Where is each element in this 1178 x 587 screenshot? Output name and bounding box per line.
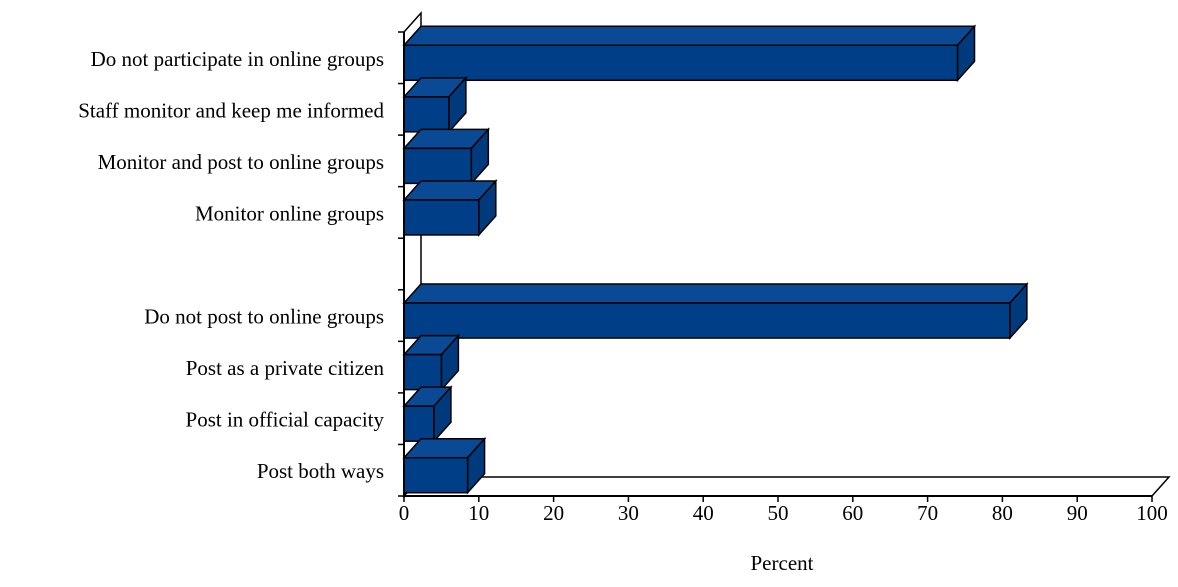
- category-label: Post both ways: [257, 459, 384, 483]
- x-tick-label: 0: [399, 501, 410, 525]
- x-tick-label: 70: [917, 501, 938, 525]
- x-axis-title: Percent: [751, 551, 814, 575]
- bar: [403, 147, 473, 185]
- category-label: Monitor online groups: [195, 201, 384, 225]
- bar: [403, 456, 469, 494]
- bar: [403, 199, 480, 236]
- bar-top: [402, 283, 1029, 304]
- axes: 0 10 20 30 40 50 60 70 80 90 100: [398, 31, 1168, 525]
- bar: [403, 302, 1011, 339]
- x-tick-label: 40: [693, 501, 714, 525]
- x-tick-label: 30: [618, 501, 639, 525]
- bar: [403, 405, 435, 442]
- x-tick-label: 10: [468, 501, 489, 525]
- chart-frame: [402, 11, 1171, 498]
- category-label: Post in official capacity: [186, 408, 385, 432]
- bar: [403, 44, 959, 82]
- category-label: Staff monitor and keep me informed: [78, 98, 384, 122]
- bar: [403, 96, 450, 133]
- x-tick-label: 50: [768, 501, 789, 525]
- x-tick-label: 80: [992, 501, 1013, 525]
- floor: [402, 476, 1171, 497]
- x-tick-label: 90: [1067, 501, 1088, 525]
- x-tick-label: 20: [543, 501, 564, 525]
- category-labels: Do not participate in online groups Staff…: [78, 47, 384, 483]
- category-label: Do not participate in online groups: [91, 47, 384, 71]
- bar: [403, 353, 443, 391]
- x-tick-label: 100: [1136, 501, 1168, 525]
- category-label: Post as a private citizen: [186, 356, 385, 380]
- bar-series: [402, 24, 1029, 495]
- x-tick-label: 60: [842, 501, 863, 525]
- category-label: Do not post to online groups: [144, 305, 384, 329]
- bar-top: [402, 25, 977, 47]
- category-label: Monitor and post to online groups: [98, 150, 384, 174]
